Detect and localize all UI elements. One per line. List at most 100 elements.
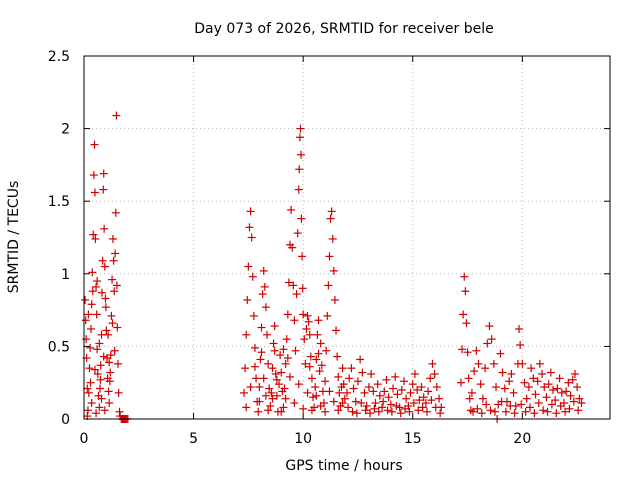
data-point (483, 339, 492, 348)
data-point (100, 262, 109, 271)
data-point (317, 361, 326, 370)
data-point (478, 394, 487, 403)
data-point (549, 385, 558, 394)
data-point (110, 287, 119, 296)
data-point (426, 374, 435, 383)
data-point (286, 372, 295, 381)
data-point (405, 407, 414, 416)
data-point (465, 394, 474, 403)
data-point (86, 343, 95, 352)
data-point (564, 378, 573, 387)
data-point (518, 359, 527, 368)
data-point (538, 369, 547, 378)
data-point (456, 378, 465, 387)
data-point (574, 406, 583, 415)
data-point (395, 403, 404, 412)
data-point (244, 262, 253, 271)
data-point (108, 234, 117, 243)
data-point (515, 324, 524, 333)
data-point (370, 404, 379, 413)
data-point (314, 316, 323, 325)
data-point (520, 378, 529, 387)
data-point (97, 288, 106, 297)
data-point (522, 394, 531, 403)
data-point (89, 171, 98, 180)
data-point (417, 383, 426, 392)
data-point (501, 407, 510, 416)
data-point (334, 406, 343, 415)
data-point (297, 214, 306, 223)
data-point (250, 362, 259, 371)
data-point (539, 406, 548, 415)
data-point (409, 399, 418, 408)
data-point (321, 377, 330, 386)
chart-title: Day 073 of 2026, SRMTID for receiver bel… (194, 21, 493, 37)
data-point (505, 377, 514, 386)
data-point (380, 387, 389, 396)
data-point (105, 358, 114, 367)
data-point (281, 394, 290, 403)
data-point (472, 346, 481, 355)
data-point (387, 407, 396, 416)
data-point (106, 351, 115, 360)
data-point (307, 374, 316, 383)
data-point (296, 150, 305, 159)
data-point (345, 374, 354, 383)
data-point (332, 326, 341, 335)
data-point (575, 394, 584, 403)
data-point (257, 348, 266, 357)
data-point (474, 359, 483, 368)
data-point (340, 394, 349, 403)
data-point (258, 290, 267, 299)
data-point (431, 403, 440, 412)
data-point (379, 397, 388, 406)
data-point (265, 384, 274, 393)
data-point (81, 295, 90, 304)
data-point (96, 361, 105, 370)
data-point (566, 391, 575, 400)
data-point (88, 287, 97, 296)
data-point (284, 278, 293, 287)
data-point (289, 281, 298, 290)
data-point (361, 406, 370, 415)
data-point (114, 388, 123, 397)
data-point (464, 374, 473, 383)
data-point (246, 207, 255, 216)
data-point (389, 384, 398, 393)
data-point (241, 364, 250, 373)
data-point (106, 368, 115, 377)
data-point (83, 406, 92, 415)
data-point (250, 343, 259, 352)
data-point (90, 140, 99, 149)
data-point (303, 388, 312, 397)
data-point (88, 268, 97, 277)
data-point (485, 322, 494, 331)
data-point (246, 383, 255, 392)
data-point (362, 401, 371, 410)
data-point (91, 234, 100, 243)
data-point (338, 364, 347, 373)
data-point (249, 311, 258, 320)
data-point (97, 394, 106, 403)
data-point (295, 165, 304, 174)
data-point (242, 330, 251, 339)
data-point (272, 391, 281, 400)
data-point (294, 185, 303, 194)
data-point (543, 407, 552, 416)
data-point (283, 354, 292, 363)
data-point (510, 409, 519, 418)
data-point (305, 362, 314, 371)
data-point (552, 409, 561, 418)
data-point (84, 388, 93, 397)
data-point (109, 256, 118, 265)
data-point (292, 290, 301, 299)
data-point (546, 368, 555, 377)
data-point (298, 284, 307, 293)
data-point (527, 364, 536, 373)
data-point (96, 375, 105, 384)
data-point (463, 348, 472, 357)
x-axis-tick-labels: 0 5 10 15 20 (80, 431, 532, 447)
data-point (90, 188, 99, 197)
data-point (530, 409, 539, 418)
data-point (334, 372, 343, 381)
